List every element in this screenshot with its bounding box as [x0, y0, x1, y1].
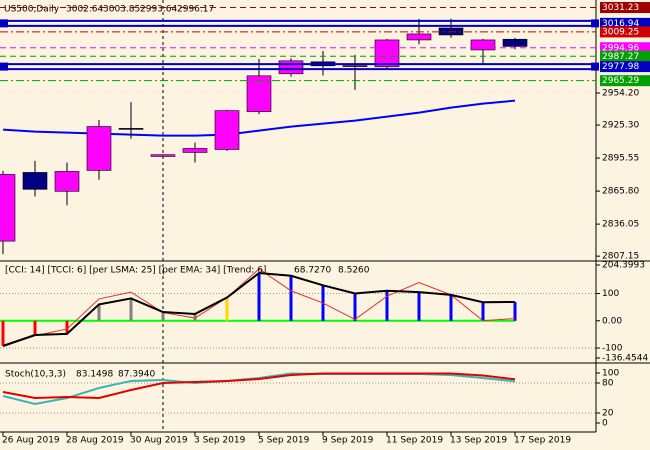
indicator-value: 68.7270 — [294, 266, 331, 276]
level-label-bg — [600, 50, 650, 62]
y-tick-label: 2895.55 — [602, 154, 639, 164]
x-tick-label: 3 Sep 2019 — [194, 436, 246, 446]
ohlc-value: 3003.85 — [103, 5, 140, 15]
chart-title: US500,Daily — [4, 5, 60, 15]
x-tick-label: 9 Sep 2019 — [322, 436, 374, 446]
cci-bar — [97, 304, 101, 321]
level-label: 3009.25 — [602, 27, 639, 37]
level-label-bg — [600, 26, 650, 38]
cci-bar — [353, 293, 357, 321]
y-tick-label: -136.4544 — [602, 354, 648, 364]
level-label: 2987.27 — [602, 52, 639, 62]
ohlc-value: 2996.17 — [177, 5, 214, 15]
level-label-bg — [600, 2, 650, 14]
x-tick-label: 17 Sep 2019 — [514, 436, 571, 446]
cci-bar — [65, 320, 69, 334]
level-label: 2977.98 — [602, 62, 639, 72]
y-tick-label: 100 — [602, 369, 619, 379]
cci-bar — [225, 297, 229, 321]
candle-body — [342, 65, 368, 67]
ohlc-value: 2993.64 — [140, 5, 177, 15]
level-handle — [591, 19, 599, 28]
cci-bar — [1, 320, 5, 346]
y-tick-label: 100 — [602, 289, 619, 299]
y-tick-label: 2865.80 — [602, 187, 639, 197]
candle-body — [278, 60, 304, 75]
y-tick-label: 0.00 — [602, 316, 622, 326]
x-tick-label: 28 Aug 2019 — [66, 436, 124, 446]
y-tick-label: 2836.05 — [602, 220, 639, 230]
x-tick-label: 30 Aug 2019 — [130, 436, 188, 446]
candle-body — [246, 75, 272, 112]
y-tick-label: 2807.15 — [602, 252, 639, 262]
level-label: 3031.23 — [602, 3, 639, 13]
cci-bar — [193, 313, 197, 321]
level-label: 3016.94 — [602, 19, 639, 29]
y-tick-label: 0 — [602, 419, 608, 429]
cci-bar — [257, 273, 261, 321]
cci-bar — [417, 292, 421, 321]
candle-body — [374, 39, 400, 68]
x-tick-label: 13 Sep 2019 — [450, 436, 507, 446]
ohlc-value: 3002.64 — [66, 5, 103, 15]
level-label: 2965.29 — [602, 76, 639, 86]
indicator-value: 83.1498 — [76, 370, 113, 380]
level-handle — [591, 62, 599, 71]
cci-bar — [513, 302, 517, 321]
indicator-value: 87.3940 — [118, 370, 155, 380]
candle-body — [182, 148, 208, 153]
panel — [0, 372, 596, 414]
level-label-bg — [600, 75, 650, 87]
indicator-title: Stoch(10,3,3) — [5, 370, 66, 380]
candle-body — [150, 154, 176, 157]
y-tick-label: 204.3993 — [602, 261, 645, 271]
y-tick-label: 2925.30 — [602, 121, 639, 131]
cci-bar — [385, 290, 389, 321]
candle-body — [214, 110, 240, 150]
panel — [0, 268, 596, 349]
x-tick-label: 11 Sep 2019 — [386, 436, 443, 446]
candle-body — [470, 39, 496, 51]
level-label-bg — [600, 17, 650, 29]
indicator-title: [CCI: 14] [TCCI: 6] [per LSMA: 25] [per … — [5, 266, 266, 276]
cci-bar — [289, 275, 293, 321]
level-handle — [0, 19, 8, 28]
y-tick-label: 80 — [602, 379, 614, 389]
y-tick-label: 20 — [602, 409, 614, 419]
candle-body — [406, 33, 432, 41]
level-handle — [0, 62, 8, 71]
indicator-line — [2, 268, 516, 348]
y-tick-label: -100 — [602, 344, 623, 354]
cci-bar — [481, 302, 485, 321]
candle-body — [118, 128, 144, 130]
y-tick-label: 2954.20 — [602, 88, 639, 98]
level-label: 2994.96 — [602, 43, 639, 53]
panel — [0, 18, 528, 255]
indicator-value: 8.5260 — [338, 266, 370, 276]
indicator-line — [2, 271, 516, 347]
candle-body — [502, 38, 528, 47]
candle-body — [54, 171, 80, 192]
candle-body — [22, 172, 48, 190]
candle-body — [0, 174, 16, 242]
cci-bar — [33, 320, 37, 335]
candle-body — [86, 126, 112, 171]
x-tick-label: 26 Aug 2019 — [2, 436, 60, 446]
cci-bar — [161, 312, 165, 321]
level-label-bg — [600, 42, 650, 54]
cci-bar — [129, 298, 133, 321]
level-label-bg — [600, 61, 650, 73]
x-tick-label: 5 Sep 2019 — [258, 436, 310, 446]
indicator-line — [2, 372, 516, 400]
cci-bar — [449, 294, 453, 321]
